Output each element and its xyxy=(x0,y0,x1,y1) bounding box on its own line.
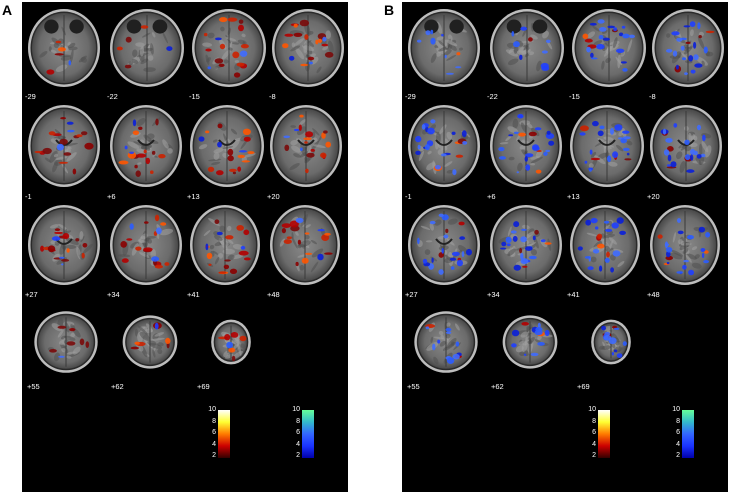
brain-slice-image xyxy=(188,6,270,90)
panel-a-letter: A xyxy=(2,2,13,18)
colorbar-tick-label: 2 xyxy=(296,452,300,459)
colorbar-tick-label: 4 xyxy=(212,440,216,448)
brain-slice-image xyxy=(568,6,650,90)
slice-coordinate-label: -22 xyxy=(107,92,118,101)
brain-slice-image xyxy=(106,202,186,288)
slice-coordinate-label: -29 xyxy=(405,92,416,101)
brain-slice-image xyxy=(486,102,566,190)
slice-coordinate-label: +13 xyxy=(187,192,200,201)
slice-coordinate-label: +69 xyxy=(577,382,590,391)
colorbar-tick-label: 10 xyxy=(292,406,300,413)
panel-a: -29 -22 -15 -8 -1 +6 +13 +20 +27 +34 +41… xyxy=(22,2,348,492)
brain-slice-image xyxy=(106,102,186,190)
brain-slice-image xyxy=(24,202,104,288)
slice-coordinate-label: +27 xyxy=(405,290,418,299)
slice-coordinate-label: -29 xyxy=(25,92,36,101)
colorbar-tick-label: 6 xyxy=(592,429,596,436)
slice-coordinate-label: -22 xyxy=(487,92,498,101)
slice-coordinate-label: -1 xyxy=(405,192,412,201)
brain-slice-image xyxy=(404,102,484,190)
slice-coordinate-label: +20 xyxy=(267,192,280,201)
colorbar-tick-label: 6 xyxy=(676,429,680,436)
brain-slice-image xyxy=(24,6,104,90)
slice-coordinate-label: +62 xyxy=(111,382,124,391)
slice-coordinate-label: +41 xyxy=(187,290,200,299)
cool-colorbar xyxy=(302,410,314,458)
colorbar-tick-label: 6 xyxy=(296,429,300,436)
slice-coordinate-label: +62 xyxy=(491,382,504,391)
brain-slice-image xyxy=(186,102,268,190)
brain-slice-image xyxy=(406,304,486,380)
brain-slice-image xyxy=(266,202,344,288)
slice-coordinate-label: +48 xyxy=(267,290,280,299)
slice-coordinate-label: +55 xyxy=(407,382,420,391)
colorbar-tick-label: 10 xyxy=(672,406,680,413)
colorbar-tick-label: 2 xyxy=(676,452,680,459)
colorbar-tick-label: 4 xyxy=(592,440,596,448)
slice-coordinate-label: -15 xyxy=(189,92,200,101)
hot-colorbar xyxy=(218,410,230,458)
panel-b-letter: B xyxy=(384,2,395,18)
brain-slice-image xyxy=(106,6,188,90)
brain-slice-image xyxy=(26,304,106,380)
slice-coordinate-label: -1 xyxy=(25,192,32,201)
colorbar-tick-label: 6 xyxy=(212,429,216,436)
colorbar-tick-label: 10 xyxy=(588,406,596,413)
brain-slice-image xyxy=(266,102,346,190)
slice-coordinate-label: +27 xyxy=(25,290,38,299)
slice-coordinate-label: +55 xyxy=(27,382,40,391)
slice-coordinate-label: +69 xyxy=(197,382,210,391)
brain-slice-image xyxy=(490,304,570,380)
panel-b: -29 -22 -15 -8 -1 +6 +13 +20 +27 +34 +41… xyxy=(402,2,728,492)
brain-slice-image xyxy=(24,102,104,190)
colorbar-tick-label: 2 xyxy=(212,452,216,459)
slice-coordinate-label: +6 xyxy=(107,192,116,201)
brain-slice-image xyxy=(646,102,726,190)
slice-coordinate-label: +34 xyxy=(107,290,120,299)
colorbar-tick-label: 8 xyxy=(676,417,680,425)
brain-slice-image xyxy=(404,202,484,288)
slice-coordinate-label: +34 xyxy=(487,290,500,299)
brain-slice-image xyxy=(486,6,568,90)
brain-slice-image xyxy=(576,304,646,380)
slice-coordinate-label: +41 xyxy=(567,290,580,299)
colorbar-tick-label: 8 xyxy=(212,417,216,425)
brain-slice-image xyxy=(646,202,724,288)
colorbar-tick-label: 4 xyxy=(676,440,680,448)
slice-coordinate-label: -8 xyxy=(269,92,276,101)
brain-slice-image xyxy=(648,6,728,90)
brain-slice-image xyxy=(268,6,348,90)
slice-coordinate-label: +20 xyxy=(647,192,660,201)
slice-coordinate-label: +13 xyxy=(567,192,580,201)
slice-coordinate-label: -8 xyxy=(649,92,656,101)
brain-slice-image xyxy=(196,304,266,380)
slice-coordinate-label: -15 xyxy=(569,92,580,101)
slice-coordinate-label: +6 xyxy=(487,192,496,201)
brain-slice-image xyxy=(186,202,264,288)
brain-slice-image xyxy=(566,202,644,288)
brain-slice-image xyxy=(404,6,484,90)
colorbar-tick-label: 4 xyxy=(296,440,300,448)
slice-coordinate-label: +48 xyxy=(647,290,660,299)
cool-colorbar xyxy=(682,410,694,458)
brain-slice-image xyxy=(486,202,566,288)
brain-slice-image xyxy=(110,304,190,380)
colorbar-tick-label: 10 xyxy=(208,406,216,413)
colorbar-tick-label: 8 xyxy=(592,417,596,425)
colorbar-tick-label: 8 xyxy=(296,417,300,425)
hot-colorbar xyxy=(598,410,610,458)
brain-slice-image xyxy=(566,102,648,190)
colorbar-tick-label: 2 xyxy=(592,452,596,459)
